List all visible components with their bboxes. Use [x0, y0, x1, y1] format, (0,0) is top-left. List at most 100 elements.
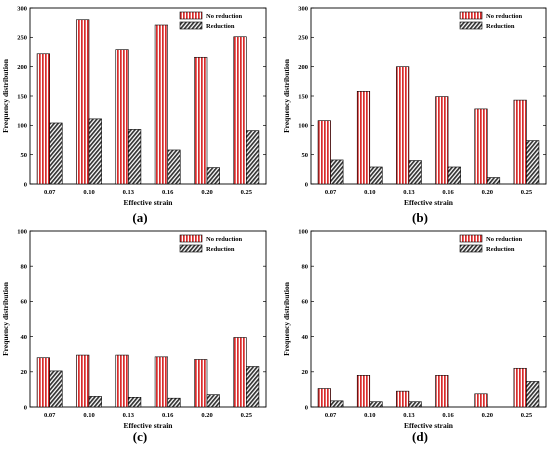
legend-label-no-reduction: No reduction [486, 236, 523, 243]
x-tick-label: 0.25 [241, 412, 253, 419]
bar-reduction [246, 366, 260, 408]
plot-frame [29, 230, 267, 408]
y-tick-label: 20 [21, 369, 28, 376]
y-tick-label: 100 [17, 228, 27, 235]
legend-swatch-reduction [459, 21, 483, 30]
panel-d: 0 20 40 60 80 100 0.07 0.10 0.13 0.16 0.20 0.25 Effe… [282, 228, 547, 444]
bar-no-reduction [36, 53, 50, 185]
y-tick-label: 0 [24, 181, 27, 188]
panel-label: (b) [412, 210, 428, 225]
bar-reduction [408, 160, 422, 185]
legend-swatch-reduction [179, 244, 203, 253]
bar-no-reduction [435, 375, 449, 408]
y-axis-title: Frequency distribution [1, 281, 10, 356]
y-tick-label: 150 [17, 93, 27, 100]
bar-reduction [49, 370, 63, 408]
y-tick-label: 40 [21, 334, 28, 341]
bar-reduction [369, 401, 383, 408]
x-tick-label: 0.07 [325, 412, 337, 419]
x-tick-label: 0.25 [241, 189, 253, 196]
y-tick-label: 80 [21, 264, 28, 271]
bar-no-reduction [154, 356, 168, 408]
y-tick-label: 100 [298, 123, 308, 130]
x-tick-label: 0.13 [123, 412, 135, 419]
legend-label-reduction: Reduction [206, 23, 235, 30]
y-tick-label: 80 [302, 264, 309, 271]
legend-swatch-no-reduction [179, 11, 203, 20]
x-tick-label: 0.20 [201, 412, 212, 419]
plot-frame [310, 230, 547, 408]
y-axis-title: Frequency distribution [1, 58, 10, 133]
bar-no-reduction [317, 388, 331, 408]
panel-a: 0 50 100 150 200 250 300 0.07 0.10 0.13 0.16 0.20 0.… [1, 5, 267, 225]
panel-label: (a) [132, 210, 147, 225]
legend-label-no-reduction: No reduction [206, 236, 243, 243]
y-tick-label: 20 [302, 369, 309, 376]
y-tick-label: 200 [298, 64, 308, 71]
legend-swatch-no-reduction [459, 11, 483, 20]
x-tick-label: 0.10 [364, 412, 375, 419]
bar-no-reduction [36, 357, 50, 408]
y-axis-title: Frequency distribution [282, 281, 291, 356]
bar-no-reduction [474, 393, 488, 408]
y-tick-label: 60 [302, 299, 309, 306]
bar-reduction [88, 396, 102, 408]
bar-reduction [128, 397, 142, 408]
legend-label-reduction: Reduction [206, 246, 235, 253]
x-tick-label: 0.16 [162, 412, 174, 419]
bar-reduction [128, 129, 142, 185]
bar-no-reduction [76, 354, 90, 408]
legend-label-reduction: Reduction [486, 246, 515, 253]
x-tick-label: 0.07 [44, 189, 56, 196]
bar-reduction [486, 177, 501, 185]
bar-no-reduction [356, 91, 371, 185]
x-tick-label: 0.07 [44, 412, 56, 419]
legend-label-no-reduction: No reduction [486, 13, 523, 20]
y-axis-title: Frequency distribution [282, 58, 291, 133]
x-tick-label: 0.25 [521, 412, 533, 419]
panel-b: 0 50 100 150 200 250 300 0.07 0.10 0.13 0.16 0.20 0.… [282, 5, 547, 225]
y-tick-label: 100 [17, 123, 27, 130]
bar-no-reduction [115, 354, 129, 408]
y-tick-label: 250 [17, 35, 27, 42]
x-tick-label: 0.10 [364, 189, 375, 196]
x-tick-label: 0.10 [83, 412, 94, 419]
legend-label-reduction: Reduction [486, 23, 515, 30]
y-tick-label: 150 [298, 93, 308, 100]
bar-reduction [246, 130, 260, 185]
bar-no-reduction [396, 66, 410, 185]
bar-no-reduction [194, 359, 208, 408]
bar-no-reduction [513, 367, 527, 408]
x-tick-label: 0.13 [403, 412, 415, 419]
legend-swatch-no-reduction [179, 234, 203, 243]
y-tick-label: 0 [24, 404, 27, 411]
y-tick-label: 50 [302, 152, 309, 159]
bar-no-reduction [317, 120, 331, 185]
y-tick-label: 0 [305, 181, 308, 188]
bar-reduction [206, 167, 220, 185]
x-tick-label: 0.13 [123, 189, 135, 196]
bar-reduction [167, 397, 181, 408]
bar-no-reduction [474, 108, 488, 185]
x-axis-title: Effective strain [124, 421, 174, 430]
y-tick-label: 300 [17, 5, 27, 12]
x-tick-label: 0.13 [403, 189, 415, 196]
bar-reduction [88, 118, 102, 185]
bar-reduction [49, 122, 63, 185]
bar-no-reduction [396, 390, 410, 408]
bar-no-reduction [154, 24, 168, 185]
x-tick-label: 0.16 [442, 189, 454, 196]
x-tick-label: 0.07 [325, 189, 337, 196]
bar-reduction [526, 140, 540, 185]
legend-swatch-reduction [459, 244, 483, 253]
x-tick-label: 0.25 [521, 189, 533, 196]
x-tick-label: 0.16 [442, 412, 454, 419]
x-axis-title: Effective strain [124, 198, 174, 207]
bar-no-reduction [356, 375, 371, 408]
panel-label: (d) [412, 429, 428, 444]
bar-reduction [408, 401, 422, 408]
bar-reduction [447, 166, 461, 185]
bar-no-reduction [194, 56, 208, 185]
x-tick-label: 0.20 [201, 189, 212, 196]
bar-no-reduction [233, 36, 247, 185]
